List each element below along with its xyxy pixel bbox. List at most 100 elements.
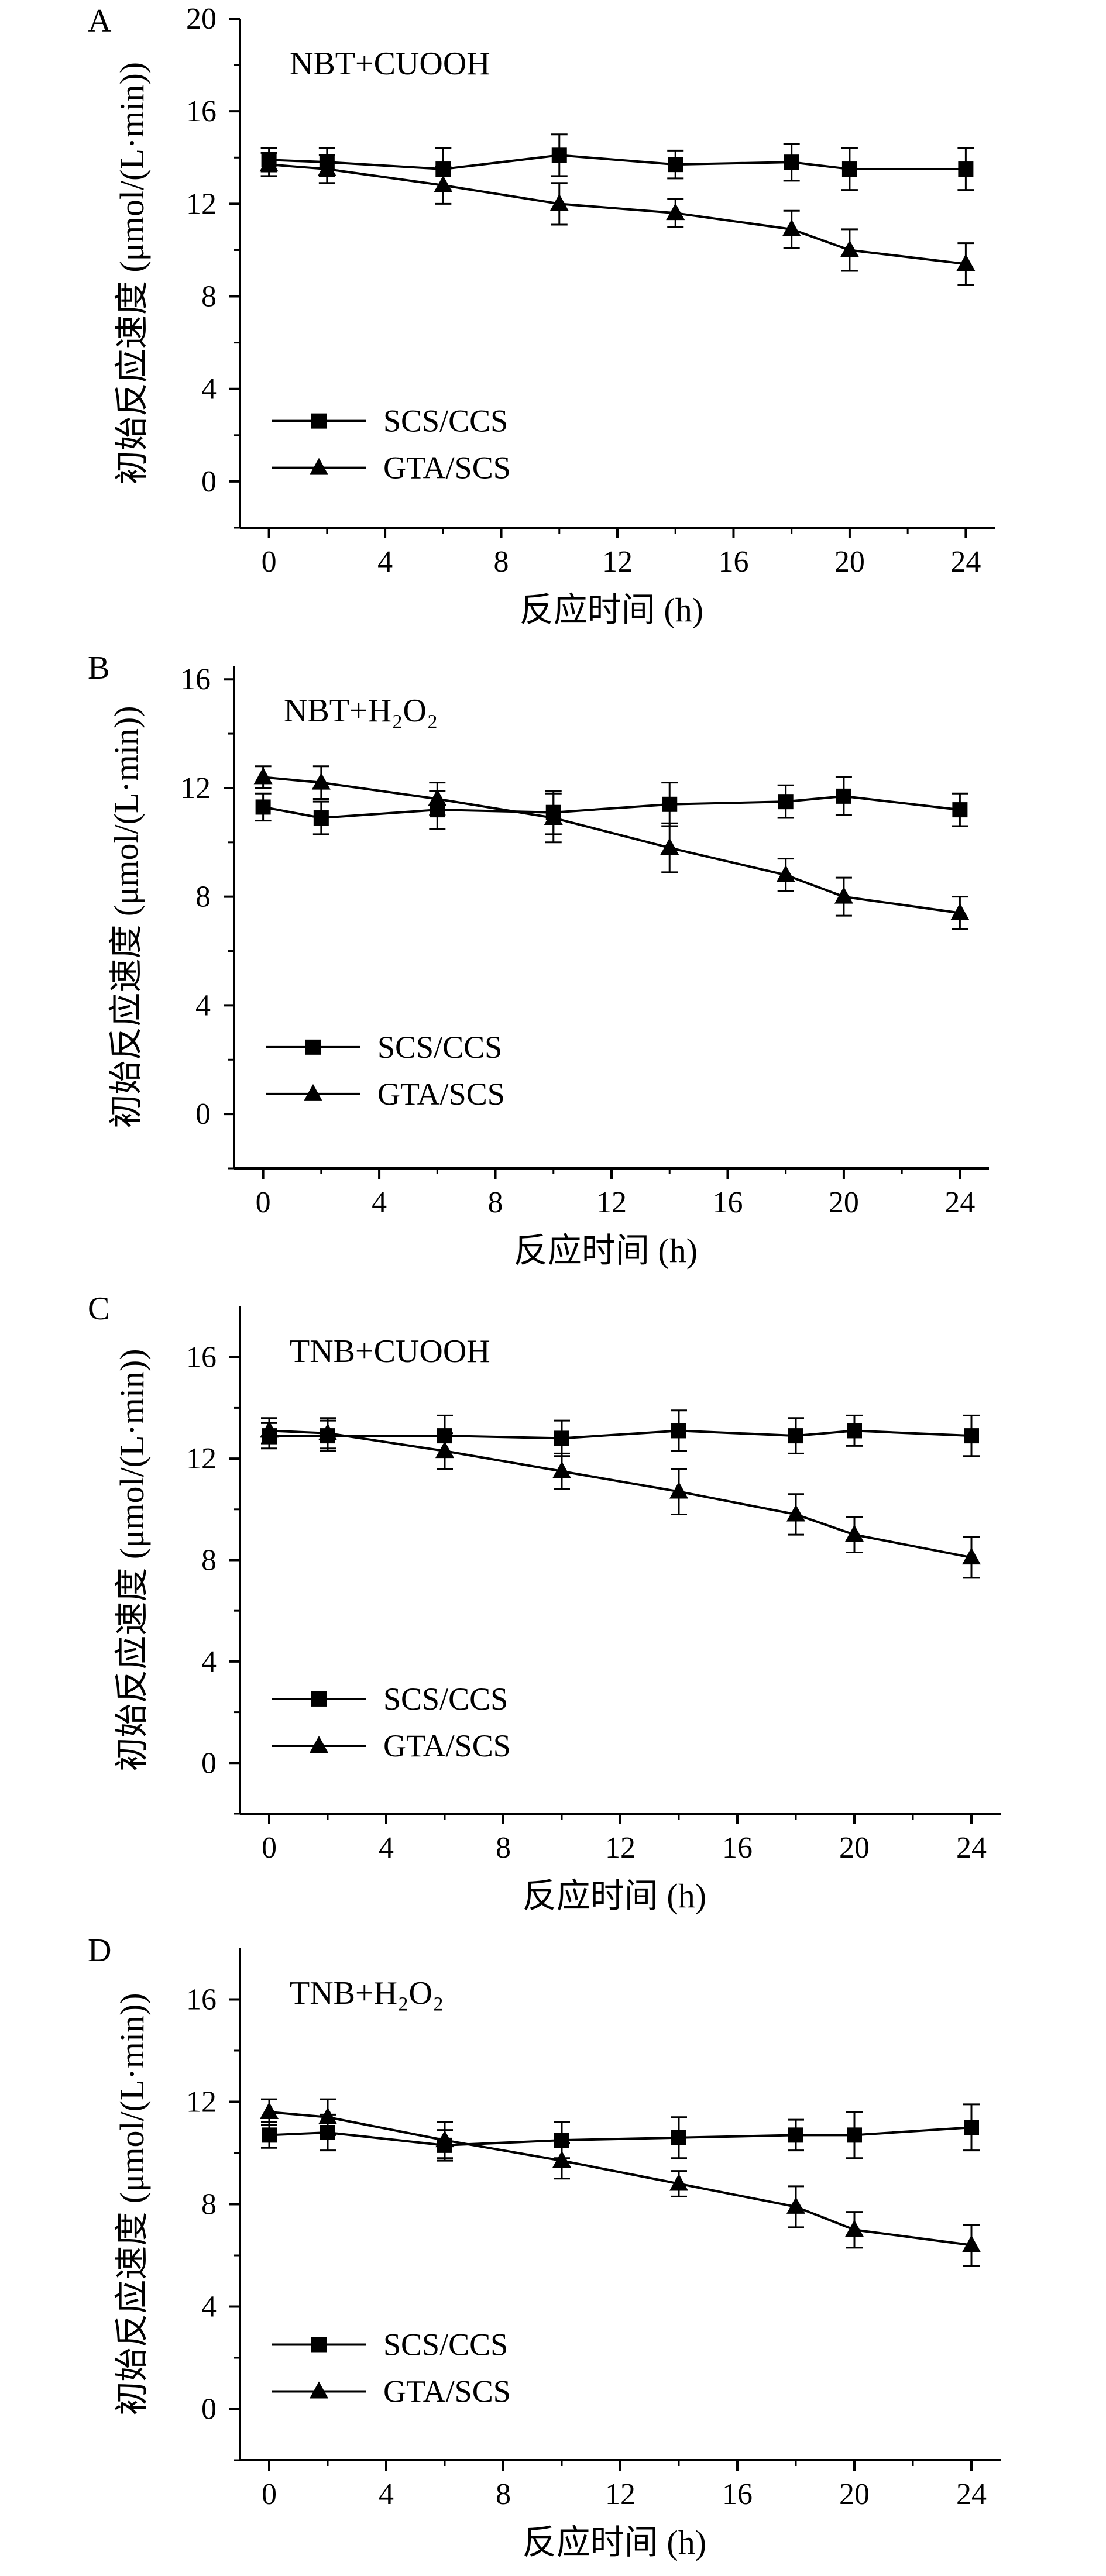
marker-triangle bbox=[786, 2196, 805, 2214]
marker-triangle bbox=[845, 1525, 864, 1542]
marker-square bbox=[305, 1039, 321, 1055]
marker-triangle bbox=[260, 2102, 279, 2119]
x-tick-label: 12 bbox=[605, 1831, 636, 1865]
marker-square bbox=[784, 154, 799, 170]
legend-label: GTA/SCS bbox=[383, 450, 511, 486]
marker-square bbox=[262, 2127, 277, 2143]
marker-square bbox=[671, 1423, 686, 1439]
legend-label: GTA/SCS bbox=[377, 1077, 505, 1112]
marker-triangle bbox=[260, 1421, 279, 1438]
x-tick-label: 4 bbox=[379, 2478, 394, 2511]
y-tick-label: 16 bbox=[180, 663, 211, 696]
marker-triangle bbox=[552, 2151, 571, 2168]
marker-triangle bbox=[310, 2381, 328, 2399]
chart-title: TNB+CUOOH bbox=[290, 1333, 490, 1370]
x-tick-label: 12 bbox=[605, 2478, 636, 2511]
y-tick-label: 12 bbox=[180, 772, 211, 805]
marker-triangle bbox=[310, 1735, 328, 1753]
y-tick-label: 12 bbox=[186, 2086, 217, 2119]
y-tick-label: 12 bbox=[186, 187, 217, 221]
chart-title: NBT+H₂O₂ bbox=[284, 693, 438, 729]
y-tick-label: 8 bbox=[195, 881, 211, 914]
marker-triangle bbox=[962, 1547, 981, 1565]
x-tick-label: 0 bbox=[262, 1831, 277, 1865]
series-line-1 bbox=[269, 2111, 972, 2247]
chart-panel-D: 0 4 8 12 16 0 4 8 12 16 20 24 反应时间 (h) 初始反应速度 (μmol/(… bbox=[88, 1932, 1001, 2561]
legend-label: SCS/CCS bbox=[377, 1030, 502, 1065]
marker-square bbox=[964, 2120, 979, 2135]
marker-triangle bbox=[435, 2130, 454, 2148]
marker-triangle bbox=[428, 789, 447, 806]
marker-triangle bbox=[434, 175, 453, 192]
x-axis-label: 反应时间 (h) bbox=[523, 2523, 706, 2561]
marker-triangle bbox=[834, 886, 853, 904]
marker-triangle bbox=[549, 194, 569, 211]
marker-triangle bbox=[840, 240, 859, 257]
x-tick-label: 4 bbox=[379, 1831, 394, 1865]
x-tick-label: 8 bbox=[496, 2478, 511, 2511]
marker-triangle bbox=[435, 1441, 454, 1459]
x-tick-label: 8 bbox=[488, 1186, 503, 1219]
marker-square bbox=[952, 802, 968, 818]
x-tick-label: 8 bbox=[494, 545, 509, 579]
y-tick-label: 8 bbox=[201, 2188, 217, 2221]
y-axis-label: 初始反应速度 (μmol/(L·min)) bbox=[107, 706, 145, 1128]
y-tick-label: 0 bbox=[201, 1746, 217, 1780]
panel-label: B bbox=[88, 650, 109, 686]
panel-label: A bbox=[88, 3, 112, 39]
marker-triangle bbox=[669, 1481, 688, 1499]
x-tick-label: 16 bbox=[722, 2478, 753, 2511]
y-tick-label: 4 bbox=[201, 2290, 217, 2324]
y-axis-label: 初始反应速度 (μmol/(L·min)) bbox=[113, 1349, 151, 1771]
legend-label: SCS/CCS bbox=[383, 404, 508, 439]
marker-square bbox=[311, 2337, 327, 2353]
marker-square bbox=[255, 799, 271, 815]
x-tick-label: 20 bbox=[834, 545, 865, 579]
x-tick-label: 0 bbox=[262, 545, 277, 579]
marker-square bbox=[311, 413, 327, 429]
marker-triangle bbox=[845, 2220, 864, 2237]
marker-triangle bbox=[318, 2107, 337, 2124]
marker-square bbox=[668, 157, 683, 173]
y-tick-label: 4 bbox=[201, 1645, 217, 1679]
series-line-1 bbox=[269, 163, 966, 266]
x-tick-label: 16 bbox=[722, 1831, 753, 1865]
x-tick-label: 0 bbox=[256, 1186, 271, 1219]
y-tick-label: 0 bbox=[201, 465, 217, 498]
x-tick-label: 16 bbox=[718, 545, 748, 579]
marker-triangle bbox=[259, 154, 279, 172]
y-tick-label: 0 bbox=[201, 2393, 217, 2426]
x-axis-label: 反应时间 (h) bbox=[514, 1232, 698, 1270]
panel-label: D bbox=[88, 1932, 111, 1969]
marker-triangle bbox=[956, 254, 976, 271]
marker-triangle bbox=[950, 903, 970, 920]
y-tick-label: 16 bbox=[186, 95, 217, 128]
legend-label: SCS/CCS bbox=[383, 1681, 508, 1717]
x-tick-label: 4 bbox=[372, 1186, 387, 1219]
x-tick-label: 12 bbox=[596, 1186, 627, 1219]
y-tick-label: 20 bbox=[186, 2, 217, 36]
marker-square bbox=[551, 147, 567, 163]
series-line-0 bbox=[269, 154, 966, 171]
marker-triangle bbox=[660, 838, 679, 855]
marker-triangle bbox=[311, 772, 331, 790]
marker-triangle bbox=[253, 767, 273, 785]
series-line-1 bbox=[269, 1429, 972, 1559]
y-tick-label: 16 bbox=[186, 1341, 217, 1374]
y-tick-label: 16 bbox=[186, 1983, 217, 2017]
legend-label: SCS/CCS bbox=[383, 2327, 508, 2362]
marker-triangle bbox=[666, 203, 685, 221]
marker-triangle bbox=[544, 808, 563, 826]
y-axis-label: 初始反应速度 (μmol/(L·min)) bbox=[113, 1993, 151, 2415]
y-tick-label: 12 bbox=[186, 1442, 217, 1476]
x-tick-label: 24 bbox=[944, 1186, 975, 1219]
x-tick-label: 24 bbox=[956, 1831, 987, 1865]
x-tick-label: 20 bbox=[839, 1831, 870, 1865]
marker-square bbox=[964, 1428, 979, 1444]
series-line-0 bbox=[269, 2126, 972, 2147]
marker-square bbox=[847, 2127, 862, 2143]
marker-triangle bbox=[552, 1461, 571, 1478]
y-tick-label: 8 bbox=[201, 1544, 217, 1577]
x-tick-label: 4 bbox=[377, 545, 393, 579]
